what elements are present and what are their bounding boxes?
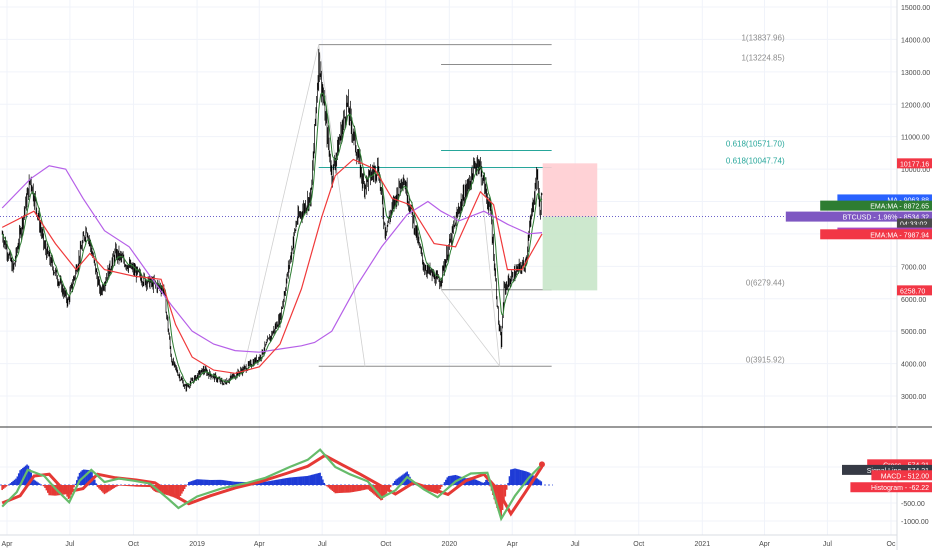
time-tick-label: 2019 (189, 541, 205, 548)
price-tick-label: 12000.00 (901, 102, 930, 109)
macd-label-text: MACD - 512.00 (881, 473, 929, 480)
time-tick-label: Oct (633, 541, 644, 548)
price-tick-label: 7000.00 (901, 264, 926, 271)
macd-pane[interactable] (0, 448, 553, 522)
price-label-text: BTCUSD - 1.96% - 8534.32 (843, 215, 929, 222)
price-label-box (897, 194, 932, 205)
price-label-text: EMA:MA - 8872.65 (870, 204, 929, 211)
macd-label-box (850, 482, 932, 493)
macd-tick-label: -1000.00 (901, 519, 929, 526)
price-label-box (897, 285, 932, 296)
ema-line (1, 158, 543, 374)
price-label-tag (820, 229, 897, 240)
macd-line (1, 448, 543, 522)
price-label-box (897, 211, 932, 222)
fib-level-label: 0.618(10047.74) (726, 157, 785, 166)
time-tick-label: Jul (65, 541, 74, 548)
time-tick-label: Jul (823, 541, 832, 548)
time-tick-label: Oct (128, 541, 139, 548)
price-label-text: 6258.70 (900, 288, 925, 295)
take-profit-zone (542, 216, 598, 291)
price-label-tag (820, 200, 897, 211)
price-label-text: EMA:MA - 7987.94 (870, 232, 929, 239)
price-label-tag (785, 211, 897, 222)
cross-marker (538, 461, 545, 468)
fib-level-label: 1(13224.85) (741, 54, 784, 63)
price-tick-label: 15000.00 (901, 5, 930, 12)
grid-lines (0, 0, 897, 535)
macd-label-box (871, 470, 932, 481)
price-tick-label: 3000.00 (901, 394, 926, 401)
fib-level-label: 0.618(10571.70) (726, 140, 785, 149)
price-label-box (897, 229, 932, 240)
ma-line (1, 165, 543, 353)
fib-level-label: 0(6279.44) (746, 279, 785, 288)
macd-tick-label: -500.00 (901, 501, 925, 508)
time-tick-label: Apr (507, 541, 519, 548)
stop-loss-zone (542, 163, 598, 217)
price-tick-label: 6000.00 (901, 297, 926, 304)
time-tick-label: Apr (2, 541, 14, 548)
price-tick-label: 4000.00 (901, 362, 926, 369)
price-label-tag (837, 194, 897, 205)
price-labels: 10177.16MA - 9063.88EMA:MA - 8872.65BTCU… (785, 158, 932, 493)
fib-connector (440, 289, 501, 367)
macd-label-text: Histogram - -62.22 (871, 485, 929, 492)
price-label-box (897, 218, 932, 229)
price-label-box (897, 158, 932, 169)
time-tick-label: Apr (759, 541, 771, 548)
time-tick-label: Oc (887, 541, 896, 548)
time-tick-label: 2020 (442, 541, 458, 548)
price-tick-label: 10000.00 (901, 167, 930, 174)
time-tick-label: Oct (380, 541, 391, 548)
macd-label-box (867, 459, 932, 470)
time-tick-label: Apr (254, 541, 266, 548)
price-tick-label: 13000.00 (901, 70, 930, 77)
price-tick-label: 5000.00 (901, 329, 926, 336)
price-tick-label: 11000.00 (901, 135, 930, 142)
time-tick-label: 2021 (695, 541, 711, 548)
price-pane[interactable]: 1(13837.96) 1(13224.85) 0.618(10571.70) 0.6… (0, 34, 897, 392)
macd-label-box (842, 464, 932, 475)
price-tick-label: 14000.00 (901, 37, 930, 44)
fib-level-label: 1(13837.96) (741, 34, 784, 43)
time-tick-label: Jul (571, 541, 580, 548)
signal-line (1, 453, 544, 517)
fib-level-label: 0(3915.92) (746, 355, 785, 364)
price-label-text: 10177.16 (900, 161, 929, 168)
time-tick-label: Jul (318, 541, 327, 548)
fib-connector (318, 44, 366, 367)
fib-connector (243, 44, 320, 367)
price-label-box (897, 200, 932, 211)
